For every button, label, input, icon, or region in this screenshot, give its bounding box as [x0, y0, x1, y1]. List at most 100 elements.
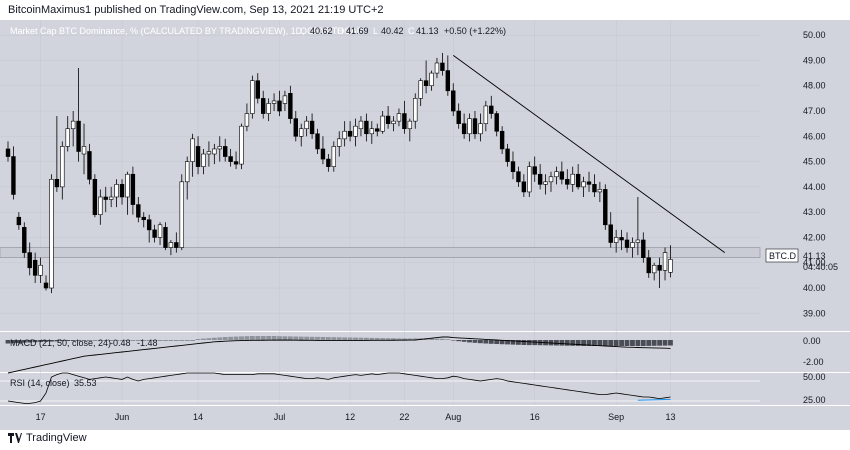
macd-bar: [146, 340, 152, 341]
candle-body: [168, 242, 174, 248]
macd-bar: [201, 338, 206, 340]
macd-bar: [342, 337, 348, 340]
macd-bar: [336, 337, 342, 340]
candle-body: [380, 115, 385, 132]
candle-body: [516, 171, 521, 183]
resistance-band-rect: [0, 247, 761, 258]
macd-bar: [401, 338, 407, 340]
macd-bar: [651, 340, 657, 346]
candle-body: [266, 103, 271, 114]
macd-value-1: -0.48: [110, 338, 131, 348]
candle-body: [565, 178, 570, 185]
macd-bar: [575, 340, 581, 346]
candle-body: [510, 161, 516, 173]
macd-bar: [434, 338, 440, 340]
ohlc-legend: O 40.62 H 41.69 L 40.42 C 41.13 +0.50 (+…: [300, 26, 506, 36]
macd-bar: [244, 336, 250, 340]
candle-body: [353, 125, 358, 137]
candle-body: [651, 264, 657, 274]
candle-body: [320, 148, 326, 160]
macd-bar: [282, 336, 288, 340]
macd-bar: [11, 340, 16, 344]
candle-body: [331, 146, 336, 167]
publisher-header: BitcoinMaximus1 published on TradingView…: [0, 0, 850, 20]
candle-body: [43, 282, 49, 289]
price-tick: 50.00: [803, 30, 826, 40]
macd-bar: [429, 338, 434, 340]
candle-body: [662, 252, 668, 271]
macd-bar: [260, 336, 266, 340]
candle-body: [342, 130, 347, 140]
macd-bar: [43, 340, 49, 342]
time-tick: 13: [665, 412, 675, 422]
candle-body: [233, 161, 239, 165]
candle-body: [375, 128, 380, 132]
candle-body: [212, 148, 217, 155]
candle-body: [597, 189, 603, 193]
macd-bar: [613, 340, 619, 346]
candle-body: [586, 181, 592, 185]
candle-body: [483, 105, 489, 124]
candle-body: [146, 219, 152, 231]
rsi-value: 35.53: [74, 378, 97, 388]
macd-bar: [456, 340, 462, 342]
candle-body: [49, 178, 54, 289]
candle-body: [114, 184, 119, 198]
chart-area[interactable]: 39.00 40.00 41.00 42.00 43.00 44.00 45.00 46.00…: [0, 20, 850, 430]
macd-bar: [179, 340, 185, 341]
price-axis[interactable]: [760, 20, 850, 405]
macd-bar: [499, 340, 505, 345]
macd-bar: [494, 340, 500, 344]
candle-body: [179, 181, 184, 248]
macd-bar: [114, 340, 119, 341]
macd-bar: [380, 338, 386, 340]
time-tick: 17: [36, 412, 46, 422]
price-tick: 42.00: [803, 232, 826, 242]
candle-body: [478, 123, 483, 135]
rsi-divergence-line: [637, 398, 671, 401]
macd-bar: [108, 340, 114, 341]
change-value: +0.50 (+1.22%): [444, 26, 506, 36]
macd-bar: [304, 336, 310, 340]
price-tick: 49.00: [803, 55, 826, 65]
macd-bar: [450, 340, 456, 341]
macd-bar: [249, 336, 255, 340]
rsi-pane-background: [0, 373, 760, 405]
candle-body: [657, 264, 662, 271]
candle-body: [65, 128, 70, 147]
candle-body: [467, 118, 472, 135]
time-axis[interactable]: [0, 406, 850, 430]
macd-bar: [640, 340, 646, 346]
candle-body: [429, 72, 434, 87]
macd-bar: [70, 340, 76, 341]
candle-body: [60, 146, 65, 188]
macd-bar: [646, 340, 652, 346]
macd-bar: [27, 340, 33, 343]
macd-bar: [472, 340, 478, 343]
candle-body: [201, 153, 206, 167]
macd-bar: [554, 340, 559, 346]
candle-body: [326, 158, 331, 167]
candle-body: [304, 120, 309, 130]
macd-bar: [331, 337, 337, 340]
candle-body: [472, 118, 478, 135]
publisher-line: BitcoinMaximus1 published on TradingView…: [8, 4, 384, 16]
symbol-tag: BTC.D: [769, 251, 797, 261]
brand-label: TradingView: [26, 432, 87, 444]
macd-bar: [309, 336, 315, 340]
macd-bar: [76, 340, 81, 341]
macd-indicator: [5, 336, 673, 374]
macd-bar: [608, 340, 614, 346]
candle-body: [548, 176, 554, 183]
macd-bar: [564, 340, 570, 346]
macd-bar: [168, 340, 174, 341]
macd-bar: [412, 338, 418, 340]
candle-body: [494, 113, 499, 132]
macd-tick-0: 0.00: [803, 336, 821, 346]
price-tick: 46.00: [803, 131, 826, 141]
candle-body: [261, 98, 266, 114]
macd-bar: [239, 336, 244, 340]
macd-bar: [130, 340, 136, 341]
high-value: 41.69: [346, 26, 369, 36]
candle-body: [76, 120, 81, 152]
